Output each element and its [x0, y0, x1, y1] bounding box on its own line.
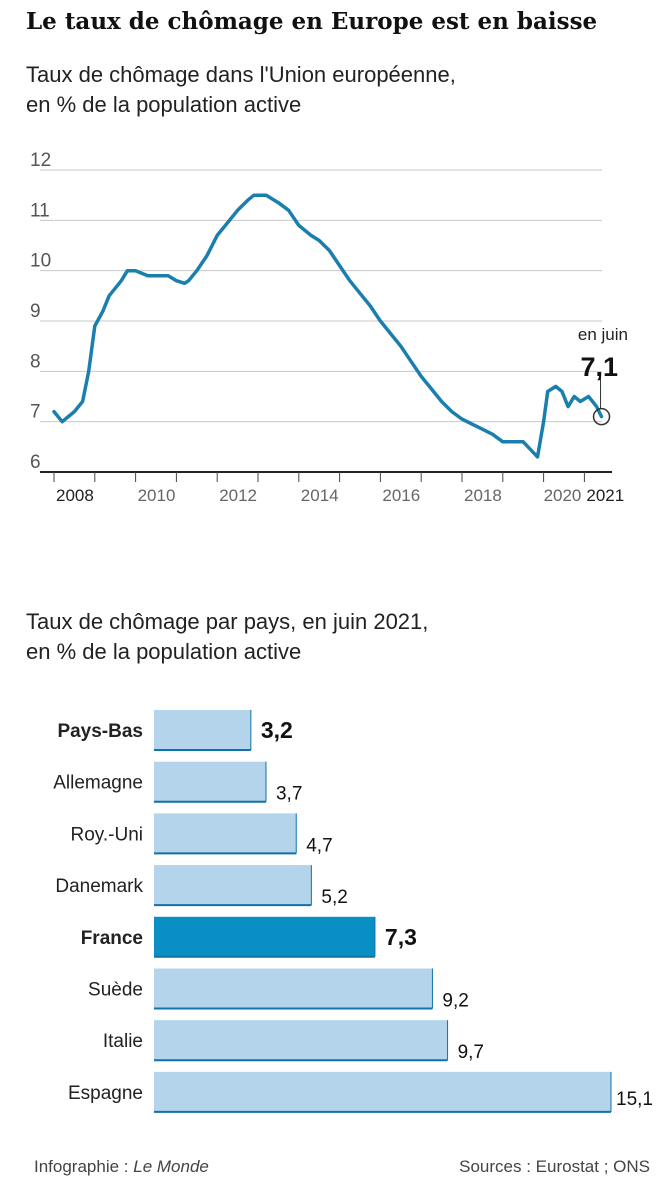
bar-value-label: 4,7	[306, 835, 332, 856]
annotation-value: 7,1	[580, 352, 618, 382]
bar-value-label: 3,2	[261, 717, 293, 743]
line-chart-series	[52, 193, 604, 459]
line-chart-subtitle-line: en % de la population active	[26, 92, 302, 117]
credit-label: Infographie :	[34, 1157, 134, 1176]
line-chart-grid: 6 7 8 9 10 11 12	[30, 150, 602, 473]
annotation-marker	[592, 407, 611, 426]
bar-category-label: Pays-Bas	[57, 721, 143, 742]
bar-value-label: 9,7	[458, 1042, 484, 1063]
sources: Sources : Eurostat ; ONS	[459, 1157, 650, 1176]
y-tick-label: 8	[30, 351, 41, 372]
bar-chart-subtitle: Taux de chômage par pays, en juin 2021, …	[26, 607, 428, 667]
bar-category-label: Danemark	[55, 876, 143, 897]
credit-name: Le Monde	[133, 1157, 209, 1176]
y-tick-label: 9	[30, 301, 41, 322]
x-tick-label: 2008	[56, 486, 94, 505]
bar-chart-bars: Pays-Bas 3,2 Allemagne 3,7 Roy.-Uni 4,7 Danema…	[53, 710, 653, 1113]
line-chart-x-axis: 2008 2010 2012 2014 2016 2018 2020 2021	[40, 471, 624, 505]
bar-category-label: France	[81, 928, 143, 949]
bar-category-label: Espagne	[68, 1083, 143, 1104]
bar-category-label: Italie	[103, 1031, 143, 1052]
bar	[154, 813, 297, 854]
bar-value-label: 9,2	[442, 991, 468, 1012]
bar-chart-subtitle-line: en % de la population active	[26, 639, 302, 664]
bar-value-label: 5,2	[321, 887, 347, 908]
y-tick-label: 6	[30, 452, 41, 473]
bar	[154, 761, 266, 802]
chart-title: Le taux de chômage en Europe est en bais…	[26, 8, 598, 35]
x-tick-label: 2021	[586, 486, 624, 505]
annotation-label: en juin	[578, 325, 628, 344]
line-chart-subtitle: Taux de chômage dans l'Union européenne,…	[26, 60, 456, 120]
bar	[154, 1071, 611, 1112]
line-chart-title-line: Taux de chômage dans l'Union européenne,	[26, 62, 456, 87]
eu-unemployment-line	[52, 193, 604, 459]
bar	[154, 710, 251, 750]
chart-canvas: 6 7 8 9 10 11 12 2008 2010 2012 2014 2016 2018 2020 2…	[30, 150, 653, 1113]
bar	[154, 968, 433, 1009]
bar-value-label: 15,1	[616, 1089, 653, 1110]
x-tick-label: 2020	[544, 486, 582, 505]
x-tick-label: 2014	[301, 486, 339, 505]
x-tick-label: 2018	[464, 486, 502, 505]
x-tick-label: 2010	[138, 486, 176, 505]
bar-category-label: Roy.-Uni	[71, 824, 144, 845]
bar-category-label: Allemagne	[53, 773, 143, 794]
bar	[154, 916, 375, 957]
line-chart-annotation: en juin 7,1	[578, 325, 628, 426]
bar-value-label: 3,7	[276, 784, 302, 805]
bar-category-label: Suède	[88, 980, 143, 1001]
credit: Infographie : Le Monde	[34, 1157, 209, 1177]
x-tick-label: 2012	[219, 486, 257, 505]
x-tick-label: 2016	[382, 486, 420, 505]
bar-value-label: 7,3	[385, 924, 417, 950]
bar-chart-title-line: Taux de chômage par pays, en juin 2021,	[26, 609, 429, 634]
y-tick-label: 10	[30, 251, 51, 272]
bar	[154, 1020, 448, 1061]
y-tick-label: 7	[30, 402, 41, 423]
y-tick-label: 11	[30, 200, 50, 221]
y-tick-label: 12	[30, 150, 51, 171]
bar	[154, 865, 312, 906]
